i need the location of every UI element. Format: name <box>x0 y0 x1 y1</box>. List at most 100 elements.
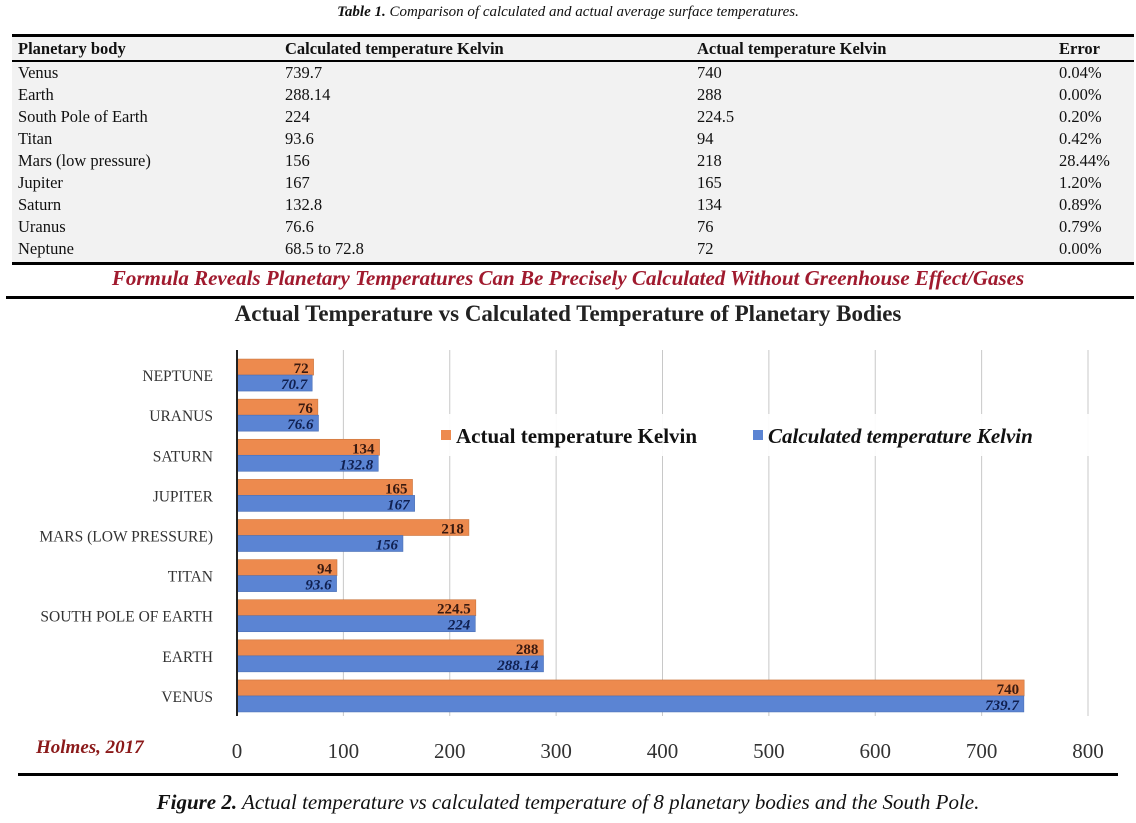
divider-bottom <box>18 773 1118 776</box>
legend-label-calculated: Calculated temperature Kelvin <box>768 424 1033 448</box>
cell-calculated-temp: 132.8 <box>285 195 323 214</box>
divider-top <box>6 296 1134 299</box>
cell-calculated-temp: 93.6 <box>285 129 314 148</box>
category-label: VENUS <box>161 689 213 706</box>
cell-actual-temp: 165 <box>697 173 722 192</box>
cell-error: 1.20% <box>1059 173 1102 192</box>
x-tick-label: 500 <box>753 739 785 763</box>
category-label: SOUTH POLE OF EARTH <box>40 609 213 626</box>
data-label-calculated: 156 <box>375 538 398 554</box>
cell-actual-temp: 224.5 <box>697 107 735 126</box>
header-planetary-body: Planetary body <box>12 37 279 62</box>
cell-error: 0.00% <box>1059 239 1102 258</box>
x-tick-label: 200 <box>434 739 466 763</box>
x-tick-label: 0 <box>232 739 243 763</box>
data-label-actual: 740 <box>997 682 1020 698</box>
table-caption: Table 1. Comparison of calculated and ac… <box>0 4 1136 21</box>
category-label: TITAN <box>168 569 213 586</box>
table-caption-label: Table 1. <box>337 4 386 20</box>
chart-title: Actual Temperature vs Calculated Tempera… <box>234 301 902 326</box>
data-label-calculated: 132.8 <box>340 457 374 473</box>
cell-actual-temp: 94 <box>697 129 714 148</box>
data-label-actual: 94 <box>317 562 333 578</box>
category-label: JUPITER <box>153 488 214 505</box>
cell-error: 0.04% <box>1059 63 1102 82</box>
cell-planetary-body: Earth <box>18 85 54 104</box>
bar-chart: Actual temperature Kelvin Calculated temp… <box>39 350 1104 763</box>
category-label: MARS (LOW PRESSURE) <box>39 529 213 546</box>
cell-planetary-body: Titan <box>18 129 53 148</box>
cell-error: 28.44% <box>1059 151 1110 170</box>
header-actual-temp: Actual temperature Kelvin <box>691 37 1053 62</box>
x-tick-label: 600 <box>860 739 892 763</box>
category-label: EARTH <box>162 649 213 666</box>
x-tick-label: 800 <box>1072 739 1104 763</box>
table-row: South Pole of Earth 224 224.5 0.20% <box>12 106 1134 128</box>
cell-error: 0.79% <box>1059 217 1102 236</box>
cell-calculated-temp: 288.14 <box>285 85 331 104</box>
bar-actual <box>236 679 1025 697</box>
figure-caption-label: Figure 2. <box>156 790 238 814</box>
cell-calculated-temp: 156 <box>285 151 310 170</box>
data-label-actual: 218 <box>441 522 464 538</box>
table-row: Earth 288.14 288 0.00% <box>12 84 1134 106</box>
credit: Holmes, 2017 <box>36 737 144 758</box>
table-header-row: Planetary body Calculated temperature Ke… <box>12 37 1134 62</box>
x-tick-label: 700 <box>966 739 998 763</box>
data-label-actual: 165 <box>385 481 408 497</box>
category-label: SATURN <box>153 448 213 465</box>
data-label-calculated: 224 <box>447 618 471 634</box>
cell-actual-temp: 72 <box>697 239 714 258</box>
cell-planetary-body: Jupiter <box>18 173 63 192</box>
cell-calculated-temp: 68.5 to 72.8 <box>285 239 364 258</box>
figure-caption: Figure 2. Actual temperature vs calculat… <box>0 790 1136 815</box>
table-row: Venus 739.7 740 0.04% <box>12 61 1134 84</box>
table-row: Uranus 76.6 76 0.79% <box>12 216 1134 238</box>
header-error: Error <box>1053 37 1134 62</box>
data-label-calculated: 93.6 <box>305 578 332 594</box>
data-label-actual: 76 <box>298 401 314 417</box>
data-label-calculated: 167 <box>387 497 410 513</box>
cell-planetary-body: Uranus <box>18 217 66 236</box>
cell-error: 0.20% <box>1059 107 1102 126</box>
headline: Formula Reveals Planetary Temperatures C… <box>111 266 1025 290</box>
data-label-calculated: 70.7 <box>281 377 308 393</box>
data-label-actual: 72 <box>294 361 309 377</box>
cell-actual-temp: 288 <box>697 85 722 104</box>
table-row: Saturn 132.8 134 0.89% <box>12 194 1134 216</box>
table-row: Titan 93.6 94 0.42% <box>12 128 1134 150</box>
cell-planetary-body: Neptune <box>18 239 74 258</box>
data-label-actual: 224.5 <box>437 602 471 618</box>
cell-calculated-temp: 224 <box>285 107 310 126</box>
data-label-calculated: 76.6 <box>287 417 314 433</box>
data-label-calculated: 739.7 <box>985 698 1019 714</box>
cell-calculated-temp: 167 <box>285 173 310 192</box>
header-calculated-temp: Calculated temperature Kelvin <box>279 37 691 62</box>
table-row: Jupiter 167 165 1.20% <box>12 172 1134 194</box>
cell-planetary-body: Saturn <box>18 195 62 214</box>
x-tick-label: 300 <box>540 739 572 763</box>
cell-error: 0.00% <box>1059 85 1102 104</box>
table-row: Mars (low pressure) 156 218 28.44% <box>12 150 1134 172</box>
x-tick-label: 100 <box>328 739 360 763</box>
cell-error: 0.89% <box>1059 195 1102 214</box>
legend-swatch-calculated <box>753 430 763 440</box>
data-label-actual: 288 <box>516 642 539 658</box>
legend-swatch-actual <box>441 430 451 440</box>
table-caption-text: Comparison of calculated and actual aver… <box>385 4 799 20</box>
data-label-actual: 134 <box>352 441 375 457</box>
bar-calculated <box>236 615 476 633</box>
bar-calculated <box>236 695 1025 713</box>
cell-actual-temp: 218 <box>697 151 722 170</box>
cell-actual-temp: 740 <box>697 63 722 82</box>
legend-label-actual: Actual temperature Kelvin <box>456 424 697 448</box>
x-tick-label: 400 <box>647 739 679 763</box>
category-label: URANUS <box>149 408 213 425</box>
cell-error: 0.42% <box>1059 129 1102 148</box>
cell-actual-temp: 134 <box>697 195 722 214</box>
figure-caption-text: Actual temperature vs calculated tempera… <box>237 790 980 814</box>
cell-planetary-body: South Pole of Earth <box>18 107 148 126</box>
cell-calculated-temp: 739.7 <box>285 63 323 82</box>
data-label-calculated: 288.14 <box>496 658 539 674</box>
bar-actual <box>236 639 544 657</box>
